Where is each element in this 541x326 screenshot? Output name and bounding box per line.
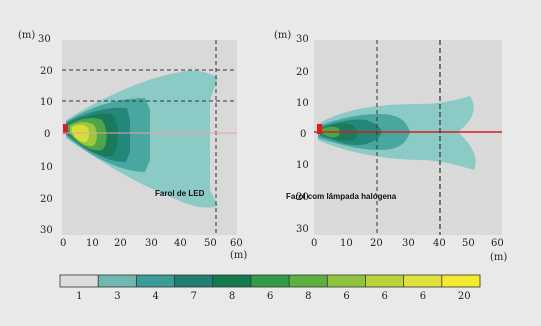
x-unit-led: (m)	[230, 250, 247, 261]
chart-halogen: 30 20 10 0 10 20 30 (m) 0 10 20 30 40 50…	[274, 30, 507, 263]
legend-swatch-10	[441, 275, 481, 287]
y-tick-halogen-3: 0	[300, 129, 306, 140]
x-tick-halogen-2: 20	[370, 238, 383, 249]
legend-label-7: 6	[343, 291, 349, 302]
caption-halogen: Farol com lâmpada halógena	[286, 192, 397, 201]
x-tick-led-6: 60	[230, 238, 243, 249]
y-tick-halogen-4: 10	[296, 160, 309, 171]
legend-label-10: 20	[458, 291, 471, 302]
chart-led: 30 20 10 0 10 20 30 (m) 0 10 20 30 40 50…	[18, 30, 247, 261]
y-unit-halogen: (m)	[274, 30, 291, 41]
isolux-region-7	[72, 124, 90, 143]
legend-swatch-6	[289, 275, 328, 287]
y-tick-led-0: 30	[38, 34, 51, 45]
legend-swatch-0	[60, 275, 99, 287]
legend-label-2: 4	[152, 291, 158, 302]
x-tick-led-1: 10	[86, 238, 99, 249]
legend-swatch-4	[212, 275, 252, 287]
caption-led: Farol de LED	[155, 189, 205, 198]
x-unit-halogen: (m)	[490, 252, 507, 263]
y-tick-led-1: 20	[40, 66, 53, 77]
y-tick-halogen-5: 20	[296, 192, 309, 203]
legend-label-4: 8	[229, 291, 235, 302]
x-tick-halogen-3: 30	[402, 238, 415, 249]
legend-swatch-5	[250, 275, 290, 287]
y-tick-led-5: 20	[40, 194, 53, 205]
y-unit-led: (m)	[18, 30, 35, 41]
x-tick-halogen-0: 0	[311, 238, 317, 249]
y-tick-led-4: 10	[40, 162, 53, 173]
legend-swatch-9	[403, 275, 443, 287]
y-tick-halogen-1: 20	[296, 67, 309, 78]
x-tick-halogen-4: 40	[433, 238, 446, 249]
color-legend: 1 3 4 7 8 6 8 6 6 6 20	[59, 274, 481, 302]
legend-label-1: 3	[114, 291, 120, 302]
source-marker-halogen	[317, 124, 322, 134]
legend-swatch-8	[365, 275, 405, 287]
legend-label-3: 7	[191, 291, 197, 302]
legend-border	[59, 274, 481, 288]
x-tick-led-0: 0	[60, 238, 66, 249]
legend-label-8: 6	[382, 291, 388, 302]
legend-label-5: 6	[267, 291, 273, 302]
legend-swatch-1	[98, 275, 137, 287]
legend-swatch-2	[136, 275, 176, 287]
legend-swatch-7	[327, 275, 366, 287]
x-tick-led-4: 40	[174, 238, 187, 249]
x-tick-halogen-6: 60	[491, 238, 504, 249]
x-tick-halogen-5: 50	[462, 238, 475, 249]
source-marker-led	[63, 124, 67, 134]
y-tick-halogen-0: 30	[296, 34, 309, 45]
y-tick-halogen-6: 30	[296, 224, 309, 235]
x-tick-led-3: 30	[145, 238, 158, 249]
y-tick-led-3: 0	[44, 129, 50, 140]
y-tick-led-2: 10	[40, 97, 53, 108]
legend-label-6: 8	[305, 291, 311, 302]
y-tick-led-6: 30	[40, 225, 53, 236]
legend-swatch-3	[174, 275, 214, 287]
y-tick-halogen-2: 10	[296, 98, 309, 109]
x-tick-led-5: 50	[204, 238, 217, 249]
x-tick-halogen-1: 10	[340, 238, 353, 249]
legend-label-0: 1	[76, 291, 82, 302]
legend-label-9: 6	[420, 291, 426, 302]
x-tick-led-2: 20	[114, 238, 127, 249]
